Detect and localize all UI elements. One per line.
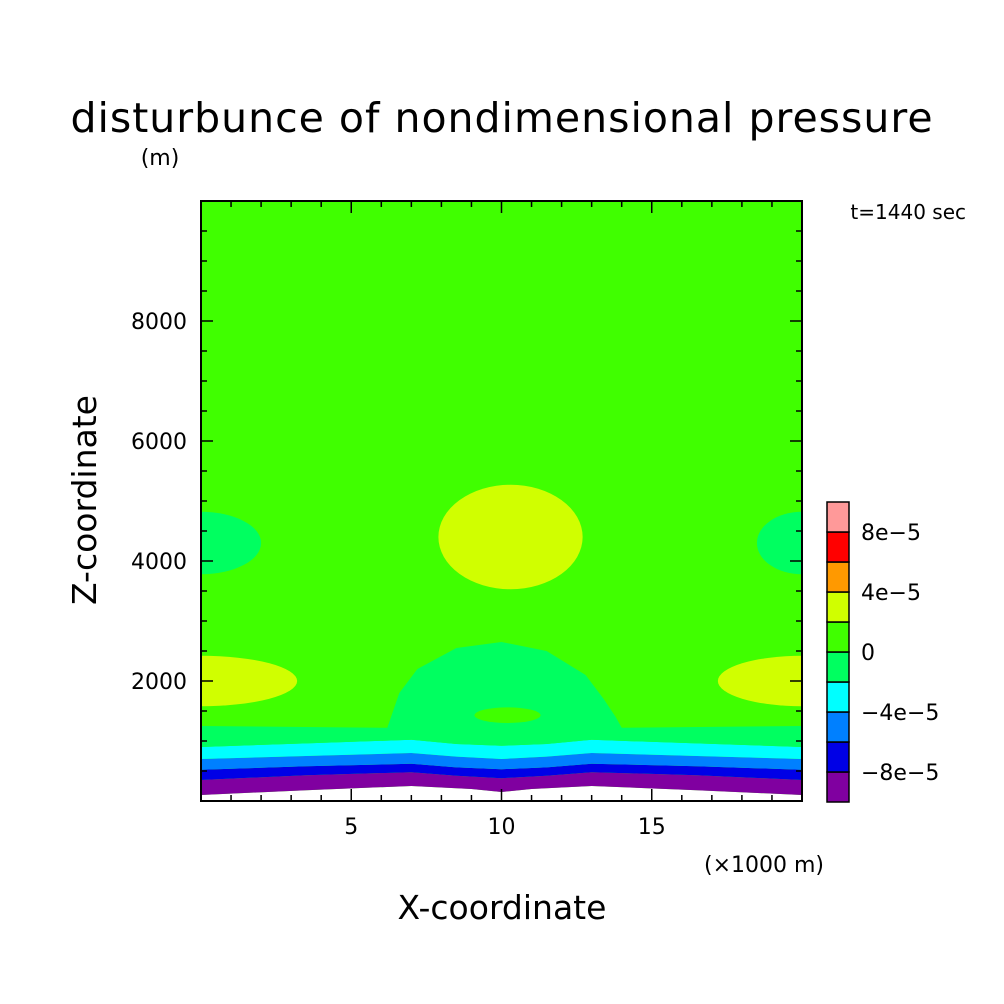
colorbar-swatch [826, 741, 850, 773]
colorbar-swatch [826, 621, 850, 653]
blob-center-high [438, 484, 583, 590]
x-tick-label: 10 [488, 815, 516, 840]
colorbar-swatch [826, 501, 850, 533]
colorbar-swatch [826, 681, 850, 713]
chart-title: disturbunce of nondimensional pressure [70, 94, 933, 142]
y-tick-label: 6000 [131, 430, 187, 455]
y-tick-label: 4000 [131, 550, 187, 575]
colorbar-label: 4e−5 [861, 581, 921, 606]
band-minus-4e-5 [201, 739, 802, 759]
time-label: t=1440 sec [850, 200, 966, 224]
y-unit-label: (m) [141, 146, 180, 171]
colorbar-label: −4e−5 [861, 701, 939, 726]
colorbar: −8e−5 −4e−5 0 4e−5 8e−5 [826, 501, 939, 803]
blob-center-low [474, 707, 541, 723]
y-tick-label: 2000 [131, 670, 187, 695]
colorbar-swatch [826, 531, 850, 563]
colorbar-label: 8e−5 [861, 521, 921, 546]
colorbar-swatch [826, 771, 850, 803]
colorbar-label: −8e−5 [861, 761, 939, 786]
blob-right-upper [756, 511, 802, 575]
band-minus-10e-5 [201, 772, 802, 795]
x-tick-label: 15 [638, 815, 666, 840]
tick-labels: 5 10 15 2000 4000 6000 8000 [131, 310, 666, 840]
x-axis-label: X-coordinate [398, 888, 607, 927]
y-tick-label: 8000 [131, 310, 187, 335]
band-minus-8e-5 [201, 763, 802, 780]
band-minus-6e-5 [201, 753, 802, 770]
blob-right-lower [717, 655, 802, 707]
colorbar-swatch [826, 591, 850, 623]
x-tick-label: 5 [344, 815, 358, 840]
colorbar-label: 0 [861, 641, 875, 666]
y-axis-label: Z-coordinate [65, 395, 104, 605]
colorbar-swatch [826, 711, 850, 743]
colorbar-swatch [826, 651, 850, 683]
x-unit-label: (×1000 m) [704, 853, 824, 878]
colorbar-swatch [826, 561, 850, 593]
band-minus-2e-5 [201, 642, 802, 747]
blob-left-lower [201, 655, 298, 707]
plot-area [201, 201, 802, 801]
blob-left-upper [201, 511, 262, 575]
axis-ticks [201, 201, 802, 801]
